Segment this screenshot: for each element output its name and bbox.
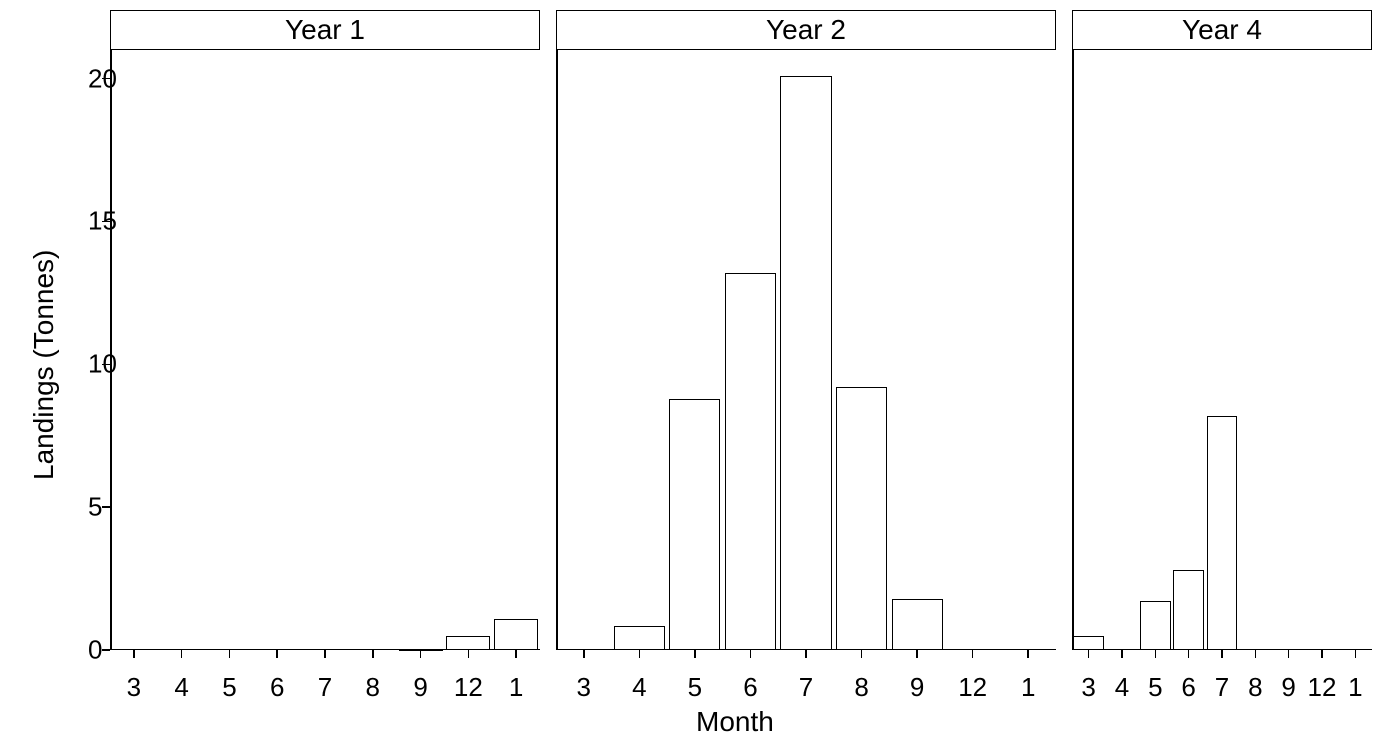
x-tick <box>1288 650 1290 658</box>
x-tick-label: 3 <box>1081 672 1095 703</box>
facet-strip-label: Year 2 <box>556 10 1056 50</box>
x-tick <box>583 650 585 658</box>
x-tick-label: 6 <box>270 672 284 703</box>
x-tick <box>133 650 135 658</box>
x-tick-label: 1 <box>509 672 523 703</box>
x-tick <box>805 650 807 658</box>
x-tick <box>972 650 974 658</box>
x-tick-label: 7 <box>1215 672 1229 703</box>
x-tick-label: 7 <box>799 672 813 703</box>
x-tick <box>372 650 374 658</box>
x-tick <box>1088 650 1090 658</box>
bar <box>892 599 943 650</box>
x-tick <box>1255 650 1257 658</box>
x-tick <box>694 650 696 658</box>
x-tick <box>1355 650 1357 658</box>
x-tick-label: 8 <box>1248 672 1262 703</box>
plot-area: 051015203456789121 <box>110 50 540 650</box>
x-tick-label: 7 <box>318 672 332 703</box>
facet-panel: Year 23456789121 <box>556 10 1056 650</box>
x-tick-label: 12 <box>958 672 987 703</box>
plot-area: 3456789121 <box>556 50 1056 650</box>
x-tick-label: 5 <box>1148 672 1162 703</box>
x-tick-label: 1 <box>1021 672 1035 703</box>
x-tick <box>1188 650 1190 658</box>
bar <box>1173 570 1204 650</box>
facet-panel: Year 1051015203456789121 <box>110 10 540 650</box>
bar <box>669 399 720 650</box>
x-tick <box>420 650 422 658</box>
bar <box>836 387 887 650</box>
x-tick <box>1155 650 1157 658</box>
x-tick-label: 12 <box>1308 672 1337 703</box>
x-tick-label: 5 <box>688 672 702 703</box>
x-tick <box>515 650 517 658</box>
bar <box>725 273 776 650</box>
x-tick-label: 8 <box>366 672 380 703</box>
bar <box>399 649 443 651</box>
x-tick-label: 3 <box>127 672 141 703</box>
bar <box>446 636 490 650</box>
x-axis-title: Month <box>696 706 774 738</box>
facet-strip-label: Year 1 <box>110 10 540 50</box>
x-tick-label: 3 <box>577 672 591 703</box>
bar <box>1073 636 1104 650</box>
x-tick <box>861 650 863 658</box>
x-tick <box>639 650 641 658</box>
x-tick <box>229 650 231 658</box>
bar <box>1207 416 1238 650</box>
bar <box>494 619 538 650</box>
facet-panels: Year 1051015203456789121Year 23456789121… <box>110 10 1372 650</box>
x-tick <box>468 650 470 658</box>
x-tick <box>1221 650 1223 658</box>
x-tick-label: 9 <box>1281 672 1295 703</box>
bar <box>780 76 831 650</box>
x-tick-label: 9 <box>413 672 427 703</box>
facet-strip-label: Year 4 <box>1072 10 1372 50</box>
y-tick <box>102 649 110 651</box>
x-tick-label: 6 <box>1181 672 1195 703</box>
x-tick <box>1121 650 1123 658</box>
y-axis-line <box>1072 50 1074 650</box>
x-tick-label: 5 <box>222 672 236 703</box>
x-tick <box>181 650 183 658</box>
x-tick <box>1321 650 1323 658</box>
y-tick <box>102 506 110 508</box>
x-tick <box>324 650 326 658</box>
facet-panel: Year 43456789121 <box>1072 10 1372 650</box>
bar <box>1140 601 1171 650</box>
x-tick-label: 1 <box>1348 672 1362 703</box>
x-tick-label: 6 <box>743 672 757 703</box>
x-tick <box>750 650 752 658</box>
x-tick-label: 12 <box>454 672 483 703</box>
y-axis-title: Landings (Tonnes) <box>28 250 60 480</box>
x-tick <box>276 650 278 658</box>
x-tick <box>1027 650 1029 658</box>
x-tick <box>916 650 918 658</box>
x-tick-label: 8 <box>854 672 868 703</box>
x-tick-label: 4 <box>632 672 646 703</box>
x-tick-label: 4 <box>1115 672 1129 703</box>
bar <box>614 626 665 650</box>
chart-root: Landings (Tonnes) Month Year 10510152034… <box>0 0 1378 740</box>
plot-area: 3456789121 <box>1072 50 1372 650</box>
x-tick-label: 4 <box>174 672 188 703</box>
y-axis-line <box>556 50 558 650</box>
x-tick-label: 9 <box>910 672 924 703</box>
